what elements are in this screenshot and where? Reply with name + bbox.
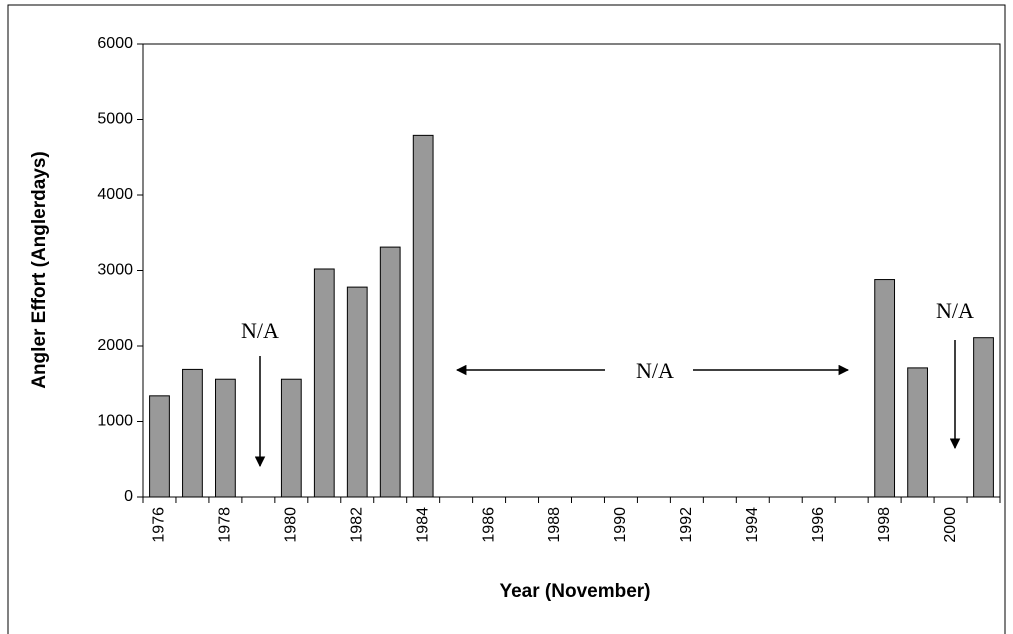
x-tick-label: 1994	[744, 507, 761, 543]
plot-area	[142, 43, 1001, 498]
bar	[313, 268, 335, 498]
x-tick-label: 1998	[876, 507, 893, 543]
annotation: N/A	[936, 298, 974, 323]
y-tick-label: 6000	[97, 35, 133, 52]
bar	[412, 134, 434, 498]
y-tick-label: 1000	[97, 413, 133, 430]
y-tick-label: 0	[124, 488, 133, 505]
annotation: N/A	[241, 318, 279, 343]
x-tick-label: 1990	[612, 507, 629, 543]
bar	[379, 246, 401, 498]
x-tick-label: 1980	[283, 507, 300, 543]
bar	[280, 378, 302, 498]
y-tick-label: 2000	[97, 337, 133, 354]
bar	[346, 286, 368, 498]
x-tick-label: 2000	[942, 507, 959, 543]
y-tick-label: 4000	[97, 186, 133, 203]
y-axis-title: Angler Effort (Anglerdays)	[29, 151, 50, 389]
x-tick-label: 1984	[414, 507, 431, 543]
x-tick-label: 1986	[480, 507, 497, 543]
bar	[182, 368, 203, 498]
x-tick-label: 1992	[678, 507, 695, 543]
bar	[149, 395, 170, 498]
x-tick-label: 1988	[546, 507, 563, 543]
x-tick-label: 1982	[348, 507, 365, 543]
x-tick-label: 1976	[151, 507, 168, 543]
annotation: N/A	[636, 358, 674, 383]
x-tick-label: 1978	[217, 507, 234, 543]
x-axis-title: Year (November)	[499, 581, 650, 602]
x-tick-label: 1996	[810, 507, 827, 543]
y-tick-label: 3000	[97, 262, 133, 279]
frame	[7, 4, 1006, 634]
bar	[973, 337, 994, 498]
bar	[215, 378, 236, 498]
y-tick-label: 5000	[97, 111, 133, 128]
bar	[907, 367, 928, 498]
bar	[874, 279, 896, 498]
